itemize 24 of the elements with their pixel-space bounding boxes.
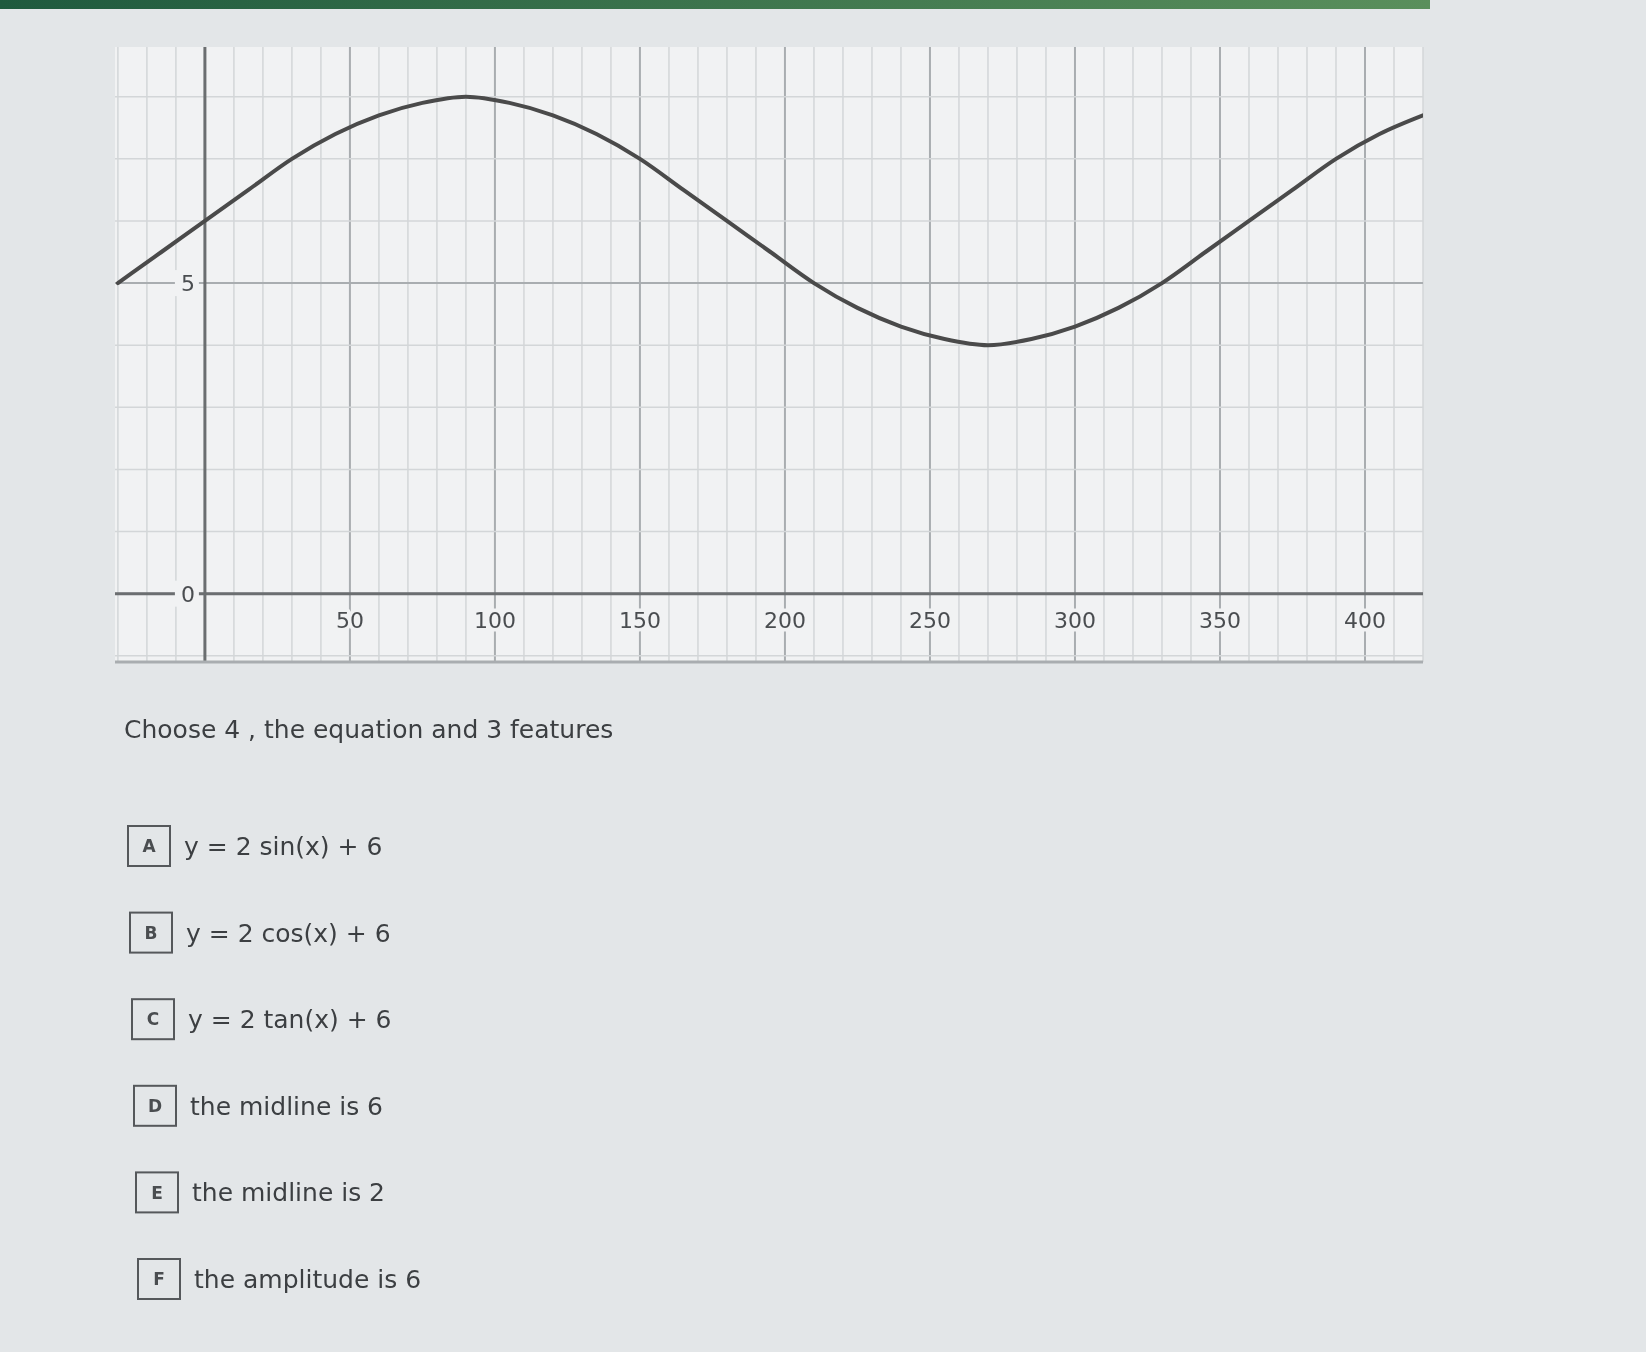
- line-series: [115, 94, 1423, 348]
- x-tick-label: 150: [618, 607, 661, 633]
- text: C: [146, 1009, 160, 1030]
- x-tick-label: 100: [473, 607, 516, 633]
- x-tick-label: 400: [1344, 607, 1386, 633]
- x-tick-label: 50: [335, 607, 364, 633]
- text: B: [144, 922, 158, 943]
- text: the amplitude is 6: [194, 1265, 422, 1294]
- x-tick-label: 200: [763, 607, 806, 633]
- text: the midline is 6: [190, 1091, 384, 1121]
- x-tick-label: 250: [908, 607, 951, 633]
- text: y = 2 cos(x) + 6: [186, 918, 391, 948]
- text: y = 2 tan(x) + 6: [188, 1005, 392, 1035]
- text: y = 2 sin(x) + 6: [184, 832, 383, 861]
- text: D: [147, 1095, 163, 1116]
- text: A: [142, 836, 157, 857]
- text: Choose 4 , the equation and 3 features: [124, 715, 614, 744]
- text: F: [153, 1269, 165, 1290]
- y-tick-label: 0: [180, 581, 195, 607]
- x-tick-label: 300: [1053, 607, 1096, 633]
- text: the midline is 2: [192, 1178, 386, 1208]
- y-tick-label: 5: [180, 270, 195, 296]
- text: E: [151, 1182, 163, 1203]
- x-tick-label: 350: [1198, 607, 1241, 633]
